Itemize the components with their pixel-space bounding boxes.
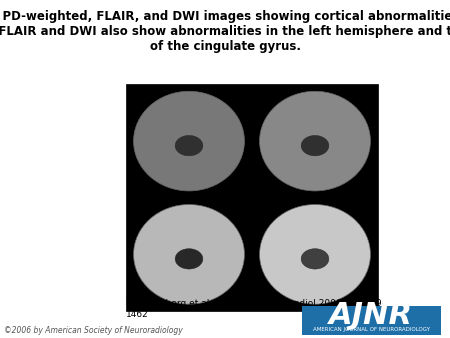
Ellipse shape (260, 91, 370, 191)
Text: AMERICAN JOURNAL OF NEURORADIOLOGY: AMERICAN JOURNAL OF NEURORADIOLOGY (313, 327, 430, 332)
Text: T2-weighted, PD-weighted, FLAIR, and DWI images showing cortical abnormalities i: T2-weighted, PD-weighted, FLAIR, and DWI… (0, 10, 450, 53)
Bar (126, 84, 378, 311)
Ellipse shape (301, 136, 329, 156)
Ellipse shape (175, 136, 203, 156)
Text: AJNR: AJNR (329, 301, 413, 331)
Bar (302, 306, 441, 335)
Text: K. Kallenberg et al. AJNR Am J Neuroradiol 2006;27:1459-
1462: K. Kallenberg et al. AJNR Am J Neuroradi… (126, 298, 385, 319)
Text: ©2006 by American Society of Neuroradiology: ©2006 by American Society of Neuroradiol… (4, 325, 183, 335)
Ellipse shape (301, 249, 329, 269)
Ellipse shape (260, 204, 370, 304)
Ellipse shape (175, 249, 203, 269)
Ellipse shape (134, 91, 244, 191)
Ellipse shape (134, 204, 244, 304)
